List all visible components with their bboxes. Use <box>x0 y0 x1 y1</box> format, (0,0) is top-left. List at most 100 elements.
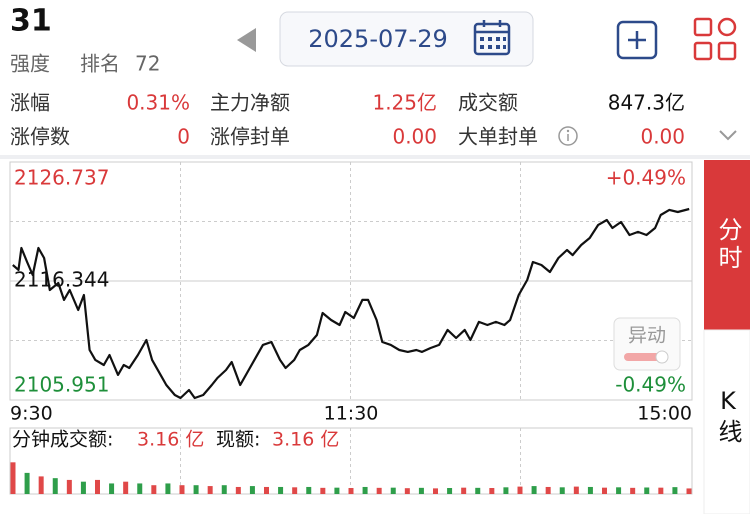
stat-label: 涨停封单 <box>210 125 290 149</box>
y-tick-label: 2116.344 <box>14 268 109 292</box>
volume-bar <box>559 487 565 494</box>
stat-value: 0.00 <box>640 125 685 149</box>
stat-label: 大单封单 <box>458 125 538 149</box>
volume-bar <box>165 483 171 494</box>
volume-bar <box>151 485 157 494</box>
date-box <box>279 11 534 67</box>
tab-bg <box>703 329 750 514</box>
rank-label: 排名 <box>80 52 120 76</box>
stat-value: 0.31% <box>126 91 190 115</box>
stat-value: 0.00 <box>392 125 437 149</box>
tab-active-bg <box>704 160 750 330</box>
info-icon-dot <box>566 129 570 133</box>
volume-value: 3.16 亿 <box>137 429 204 451</box>
menu-button[interactable] <box>693 17 737 61</box>
volume-bar <box>517 486 523 494</box>
separator <box>0 155 750 159</box>
volume-bar <box>630 487 636 494</box>
y-tick-label: 2126.737 <box>14 166 109 190</box>
volume-bar <box>418 487 424 494</box>
alert-button[interactable]: 异动 <box>613 317 681 371</box>
volume-bar <box>348 488 354 494</box>
volume-bar <box>672 487 678 494</box>
volume-bar <box>602 487 607 494</box>
volume-bar <box>587 486 593 494</box>
volume-bar <box>475 487 481 494</box>
stat-value: 0 <box>177 125 190 149</box>
volume-bar <box>616 487 622 494</box>
volume-bar <box>461 487 467 494</box>
tab-kline[interactable]: K线 <box>714 387 742 447</box>
volume-bar <box>658 487 664 494</box>
strength-label: 强度 <box>10 52 50 76</box>
x-tick-label: 9:30 <box>10 403 53 425</box>
volume-bar <box>503 487 509 494</box>
volume-bar <box>52 478 58 494</box>
y-tick-label: 2105.951 <box>14 373 109 397</box>
volume-bar <box>390 487 396 494</box>
tab-intraday[interactable]: 分时 <box>714 217 742 273</box>
y2-tick-label: -0.49% <box>615 373 686 397</box>
volume-bar <box>38 476 44 494</box>
volume-bar <box>193 485 199 494</box>
stat-value: 1.25亿 <box>372 91 437 115</box>
volume-bar <box>531 486 537 494</box>
volume-bar <box>362 486 368 494</box>
price-line <box>12 207 690 400</box>
volume-bar <box>95 479 100 494</box>
stat-label: 主力净额 <box>210 91 290 115</box>
date-text: 2025-07-29 <box>308 25 447 53</box>
volume-bar <box>137 483 143 494</box>
volume-bar <box>207 486 213 494</box>
stat-label: 涨幅 <box>10 91 50 115</box>
alert-knob <box>655 350 669 364</box>
volume-bar <box>306 486 312 494</box>
volume-bar <box>573 486 579 494</box>
volume-bar <box>264 486 269 494</box>
volume-bar <box>66 479 72 494</box>
calendar-dots <box>480 37 506 49</box>
volume-bar <box>404 488 410 494</box>
volume-bar <box>179 485 185 494</box>
volume-bar <box>376 487 382 494</box>
volume-bar <box>10 462 16 494</box>
stat-label: 成交额 <box>458 91 518 115</box>
index-code: 31 <box>10 4 52 39</box>
volume-bar <box>80 481 86 494</box>
volume-bar <box>320 487 326 494</box>
current-volume-value: 3.16 亿 <box>272 429 339 451</box>
volume-bar <box>123 481 129 494</box>
volume-label: 分钟成交额: <box>12 429 113 451</box>
volume-bar <box>249 486 255 494</box>
volume-bar <box>235 486 241 494</box>
vertical-grid <box>180 162 521 494</box>
info-icon[interactable] <box>558 126 578 146</box>
y2-tick-label: +0.49% <box>606 166 686 190</box>
date-picker[interactable]: 2025-07-29 <box>279 11 534 67</box>
volume-bar <box>292 487 298 494</box>
volume-bar <box>686 488 692 494</box>
rank-value: 72 <box>135 52 160 76</box>
volume-bar <box>433 488 438 494</box>
calendar-icon <box>473 20 511 56</box>
alert-text: 异动 <box>628 325 666 347</box>
volume-bar <box>109 483 115 494</box>
expand-chevron[interactable] <box>719 130 737 141</box>
prev-day-arrow[interactable] <box>237 28 256 52</box>
volume-bar <box>24 472 30 494</box>
current-volume-label: 现额: <box>216 429 260 451</box>
stat-value: 847.3亿 <box>608 91 685 115</box>
plot: 2105.951 2116.344 2126.737 -0.49% +0.49% 9:30… <box>10 166 692 494</box>
x-tick-label: 15:00 <box>637 403 692 425</box>
add-button[interactable] <box>616 20 658 60</box>
stat-label: 涨停数 <box>10 125 70 149</box>
volume-bar <box>278 486 284 494</box>
volume-bar <box>447 488 453 494</box>
volume-bar <box>221 485 227 494</box>
x-tick-label: 11:30 <box>324 403 379 425</box>
volume-bar <box>489 488 495 494</box>
volume-bar <box>334 487 340 494</box>
